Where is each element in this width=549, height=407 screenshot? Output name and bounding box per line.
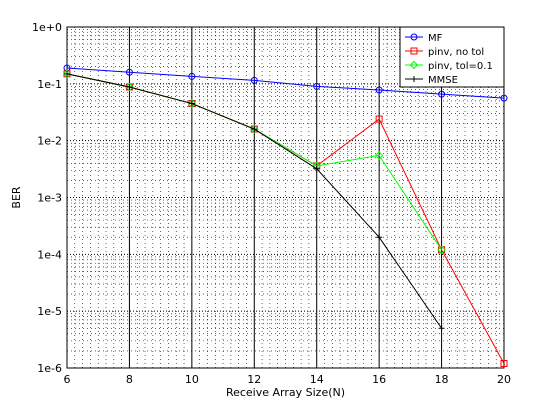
data-point <box>437 245 446 255</box>
y-tick-label: 1e+0 <box>32 21 62 34</box>
x-tick-labels: 6 8 10 12 14 16 18 20 <box>64 373 512 386</box>
x-tick-label: 16 <box>372 373 386 386</box>
legend-marker <box>410 47 418 55</box>
y-tick-label: 1e-4 <box>37 248 62 261</box>
data-point <box>250 76 258 84</box>
legend: MF pinv, no tol pinv, tol=0.1 MMSE <box>399 26 505 88</box>
series-layer <box>62 64 508 367</box>
legend-marker <box>409 60 419 70</box>
series-3 <box>64 70 445 332</box>
data-point <box>125 68 133 76</box>
data-point <box>375 86 383 94</box>
x-axis-title: Receive Array Size(N) <box>226 386 345 399</box>
data-point <box>188 72 196 80</box>
x-tick-label: 18 <box>435 373 449 386</box>
data-point <box>125 82 134 92</box>
data-point <box>500 94 508 102</box>
data-point <box>64 70 70 77</box>
data-point <box>126 83 133 90</box>
x-tick-label: 14 <box>310 373 324 386</box>
y-tick-label: 1e-1 <box>37 78 62 91</box>
series-0 <box>63 64 508 102</box>
legend-marker <box>411 76 417 82</box>
data-point <box>188 100 195 107</box>
x-tick-label: 10 <box>185 373 199 386</box>
x-tick-label: 12 <box>247 373 261 386</box>
legend-label: MF <box>428 33 443 44</box>
x-tick-label: 20 <box>497 373 511 386</box>
series-line <box>66 67 505 99</box>
plot-frame <box>66 26 505 369</box>
y-tick-label: 1e-3 <box>37 192 62 205</box>
legend-label: pinv, tol=0.1 <box>428 61 493 72</box>
data-point <box>438 90 446 98</box>
y-tick-label: 1e-6 <box>37 362 62 375</box>
y-tick-label: 1e-5 <box>37 305 62 318</box>
data-point <box>62 69 72 79</box>
data-point <box>313 165 320 172</box>
legend-label: MMSE <box>428 75 458 86</box>
data-point <box>374 151 384 160</box>
legend-marker <box>410 33 418 41</box>
legend-label: pinv, no tol <box>428 47 484 58</box>
data-point <box>438 325 445 332</box>
data-point <box>376 234 383 241</box>
data-point <box>187 99 197 108</box>
y-tick-label: 1e-2 <box>37 135 62 148</box>
data-point <box>375 115 383 123</box>
data-point <box>500 359 508 367</box>
x-tick-label: 8 <box>126 373 133 386</box>
x-tick-label: 6 <box>64 373 71 386</box>
data-point <box>251 126 258 133</box>
y-tick-labels: 1e-6 1e-5 1e-4 1e-3 1e-2 1e-1 1e+0 <box>32 21 62 375</box>
data-point <box>313 82 321 90</box>
legend-items: MF pinv, no tol pinv, tol=0.1 MMSE <box>405 33 493 86</box>
y-axis-title: BER <box>10 186 23 208</box>
